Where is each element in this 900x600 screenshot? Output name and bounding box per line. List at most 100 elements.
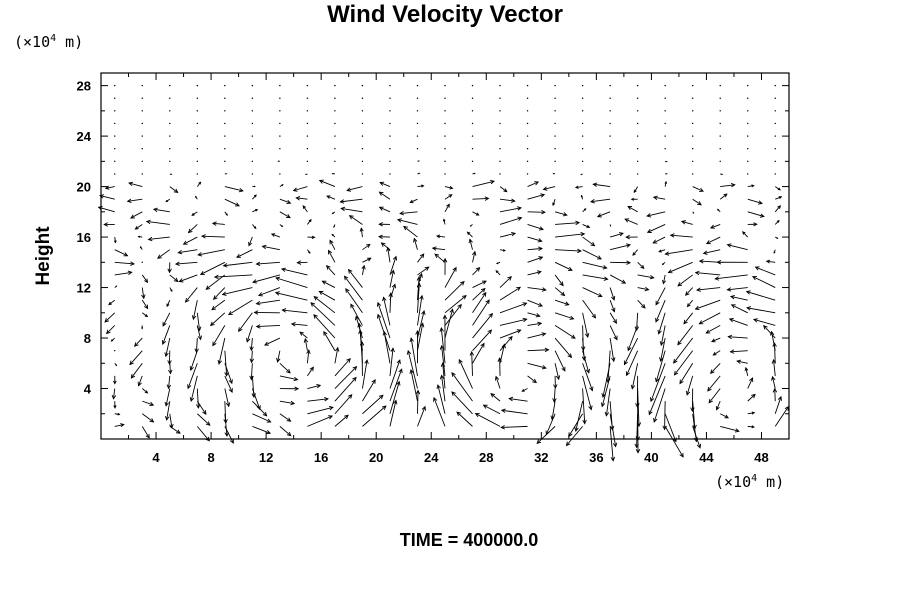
wind-arrow [113,401,117,409]
wind-arrow [691,122,694,125]
wind-arrow [636,122,639,125]
wind-arrow [141,325,144,330]
wind-arrow [224,375,233,394]
wind-arrow [719,135,721,137]
wind-arrow [114,249,129,257]
wind-arrow [217,337,226,365]
wind-arrow [389,148,391,150]
wind-arrow [389,380,401,414]
wind-arrow [257,287,281,297]
wind-arrow [306,160,309,163]
wind-arrow [389,368,403,402]
wind-arrow [251,160,254,163]
wind-arrow [199,261,226,275]
wind-arrow [472,179,495,188]
wind-arrow [434,253,446,263]
wind-arrow [469,224,473,227]
wind-arrow [730,304,748,314]
wind-arrow [726,243,748,251]
wind-arrow [195,388,201,409]
wind-arrow [442,218,446,225]
wind-arrow [582,208,587,213]
wind-arrow [719,160,721,163]
wind-arrow [205,274,226,290]
wind-arrow [582,375,593,411]
y-tick-label: 8 [84,331,91,346]
wind-arrow [526,110,529,112]
wind-arrow [659,337,666,363]
wind-arrow [609,224,612,227]
wind-arrow [141,160,143,163]
wind-arrow [444,97,446,99]
wind-arrow [361,110,364,112]
wind-arrow [499,148,501,150]
wind-arrow [708,388,721,404]
wind-arrow [554,148,556,150]
wind-arrow [184,287,198,303]
wind-arrow [416,110,419,112]
wind-arrow [596,211,611,218]
wind-arrow [328,249,336,263]
wind-arrow [582,312,590,338]
wind-arrow [281,308,308,314]
wind-arrow [329,239,336,250]
wind-arrow [152,207,170,213]
wind-arrow [169,122,171,125]
wind-arrow [499,249,506,252]
wind-arrow [691,135,694,137]
wind-arrow [417,405,426,427]
wind-arrow [174,261,198,266]
wind-arrow [114,261,135,266]
wind-arrow [169,274,179,283]
wind-arrow [114,270,133,276]
wind-arrow [747,97,749,99]
wind-arrow [178,274,198,283]
wind-arrow [306,110,309,112]
wind-arrow [249,363,254,381]
wind-arrow [224,97,226,99]
wind-arrow [499,206,522,213]
wind-arrow [141,388,149,394]
wind-arrow [389,399,398,427]
wind-arrow [527,347,550,353]
wind-arrow [705,236,721,245]
wind-arrow [439,327,446,364]
wind-arrow [669,233,693,238]
wind-arrow [161,325,171,345]
wind-arrow [196,426,210,442]
wind-arrow [169,110,171,112]
wind-arrow [389,160,391,163]
wind-arrow [334,110,336,112]
wind-arrow [637,286,650,292]
wind-arrow [568,413,583,438]
wind-arrow [747,211,765,218]
wind-arrow [609,300,616,313]
wind-arrow [334,148,336,150]
wind-arrow [728,318,748,326]
wind-arrow [141,426,150,439]
wind-arrow [252,185,256,188]
wind-arrow [574,401,584,432]
wind-arrow [378,206,391,213]
wind-arrow [130,211,143,219]
wind-arrow [361,148,364,150]
wind-arrow [499,286,522,301]
wind-arrow [526,173,529,175]
wind-arrow [630,197,638,201]
wind-arrow [164,337,171,358]
wind-arrow [197,413,211,426]
wind-arrow [554,97,556,99]
wind-arrow [130,363,143,379]
wind-arrow [471,110,474,112]
wind-arrow [582,388,587,425]
wind-arrow [389,122,391,125]
wind-arrow [223,401,228,424]
wind-arrow [472,312,493,339]
wind-arrow [196,110,199,112]
wind-arrow [604,388,611,417]
wind-arrow [361,84,364,87]
wind-arrow [252,224,257,230]
wind-arrow [495,269,501,276]
wind-arrow [388,292,393,313]
wind-arrow [650,363,666,403]
